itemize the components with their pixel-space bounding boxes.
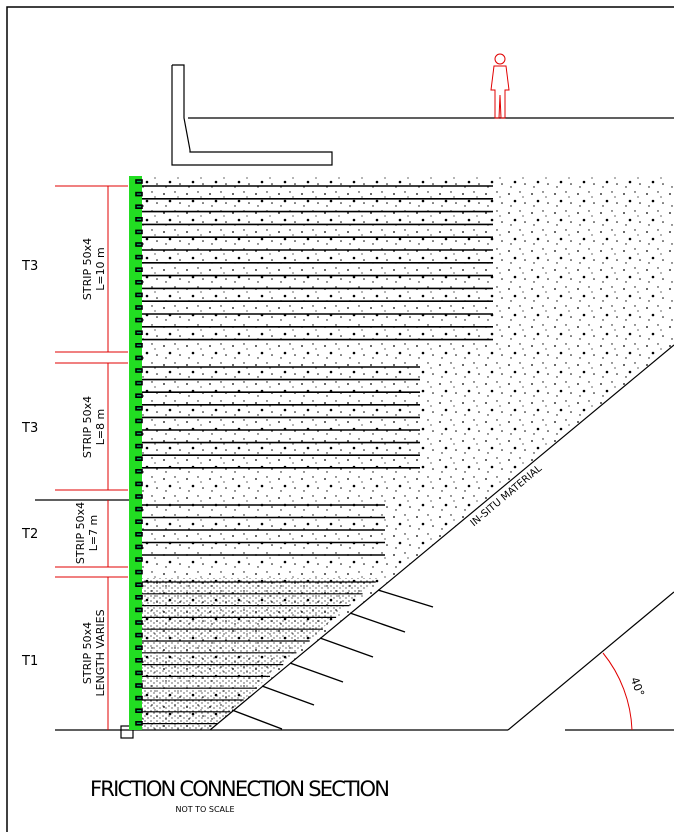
connector (135, 569, 143, 575)
connector (135, 607, 143, 613)
strip (319, 637, 374, 658)
connector (135, 279, 143, 285)
dimensions (55, 53, 633, 731)
connector (135, 330, 143, 336)
connector (135, 204, 143, 209)
strip-length: L=10 m (94, 247, 107, 291)
connector (135, 418, 143, 424)
connector (135, 317, 143, 323)
strip-labels: STRIP 50x4 L=10 m STRIP 50x4 L=8 m STRIP… (74, 238, 107, 697)
strip-length: LENGTH VARIES (94, 609, 107, 696)
strip-length: L=8 m (94, 409, 107, 446)
connector (135, 506, 143, 512)
barrier (171, 64, 333, 166)
strip (349, 612, 406, 633)
footing (120, 725, 134, 739)
strips (135, 179, 493, 730)
strip (231, 709, 283, 730)
connector (135, 405, 143, 411)
strip (289, 662, 344, 683)
connector (135, 645, 143, 651)
connector (135, 594, 143, 600)
connector (135, 393, 143, 399)
connector (135, 481, 143, 487)
strip (377, 589, 434, 608)
zone-label: T3 (21, 421, 38, 436)
connector (135, 292, 143, 298)
scale-note: NOT TO SCALE (175, 805, 234, 814)
connector (135, 368, 143, 373)
frame (6, 6, 674, 832)
zone-labels: T3 T3 T2 T1 (21, 259, 38, 669)
in-situ-slope (209, 344, 674, 731)
connector (135, 305, 143, 310)
connector (135, 267, 143, 273)
facing-wall (129, 176, 142, 730)
strip-label: STRIP 50x4 (81, 622, 94, 684)
connector (135, 355, 143, 361)
connector (135, 179, 143, 184)
connector (135, 456, 143, 462)
connector (135, 708, 143, 714)
connector (135, 431, 143, 436)
strip-length: L=7 m (87, 515, 100, 552)
zone-label: T2 (21, 527, 38, 542)
connector (135, 620, 143, 625)
connector (135, 657, 143, 663)
connector (135, 683, 143, 688)
strip (261, 685, 315, 706)
connector (135, 531, 143, 537)
connector (135, 380, 143, 386)
strip-label: STRIP 50x4 (81, 396, 94, 458)
t1-fill (142, 578, 378, 730)
section-title: FRICTION CONNECTION SECTION (90, 777, 390, 801)
connector (135, 229, 143, 235)
connector (135, 632, 143, 638)
person (490, 53, 510, 119)
connector (135, 544, 143, 550)
connector (135, 720, 143, 726)
cut-slope (507, 591, 674, 731)
connector (135, 519, 143, 525)
connector (135, 468, 143, 474)
connector (135, 242, 143, 247)
connector (135, 670, 143, 676)
connector (135, 191, 143, 197)
connector (135, 217, 143, 222)
zone-label: T3 (21, 259, 38, 274)
strip-label: STRIP 50x4 (74, 502, 87, 564)
zone-label: T1 (21, 654, 38, 669)
connector (135, 557, 143, 562)
connector (135, 342, 143, 348)
connector (135, 695, 143, 701)
connector (135, 582, 143, 588)
connector (135, 443, 143, 449)
connector (135, 254, 143, 260)
connector (135, 494, 143, 499)
strip-label: STRIP 50x4 (81, 238, 94, 300)
angle-label: 40° (628, 675, 647, 698)
